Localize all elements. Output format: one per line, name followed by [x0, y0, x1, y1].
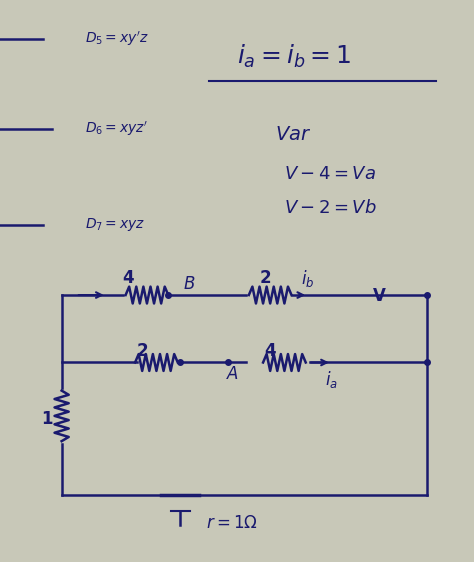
Text: V: V: [373, 287, 386, 305]
Text: $A$: $A$: [226, 365, 239, 383]
Text: 2: 2: [137, 342, 148, 360]
Text: $D_5 = xy'z$: $D_5 = xy'z$: [85, 30, 149, 48]
Text: $r = 1 \Omega$: $r = 1 \Omega$: [206, 514, 258, 532]
Text: $V - 2 = Vb$: $V - 2 = Vb$: [284, 199, 377, 217]
Text: $Var$: $Var$: [275, 125, 311, 144]
Text: $B$: $B$: [183, 275, 196, 293]
Text: $i_b$: $i_b$: [301, 268, 315, 289]
Text: 2: 2: [260, 269, 271, 287]
Text: $i_a$: $i_a$: [325, 369, 338, 390]
Text: $D_6 = xyz'$: $D_6 = xyz'$: [85, 120, 148, 138]
Text: $D_7 = xyz$: $D_7 = xyz$: [85, 216, 146, 233]
Text: $V - 4 = Va$: $V - 4 = Va$: [284, 165, 376, 183]
Text: $i_a = i_b = 1$: $i_a = i_b = 1$: [237, 43, 351, 70]
Text: 4: 4: [264, 342, 276, 360]
Text: 1: 1: [42, 410, 53, 428]
Text: 4: 4: [122, 269, 134, 287]
